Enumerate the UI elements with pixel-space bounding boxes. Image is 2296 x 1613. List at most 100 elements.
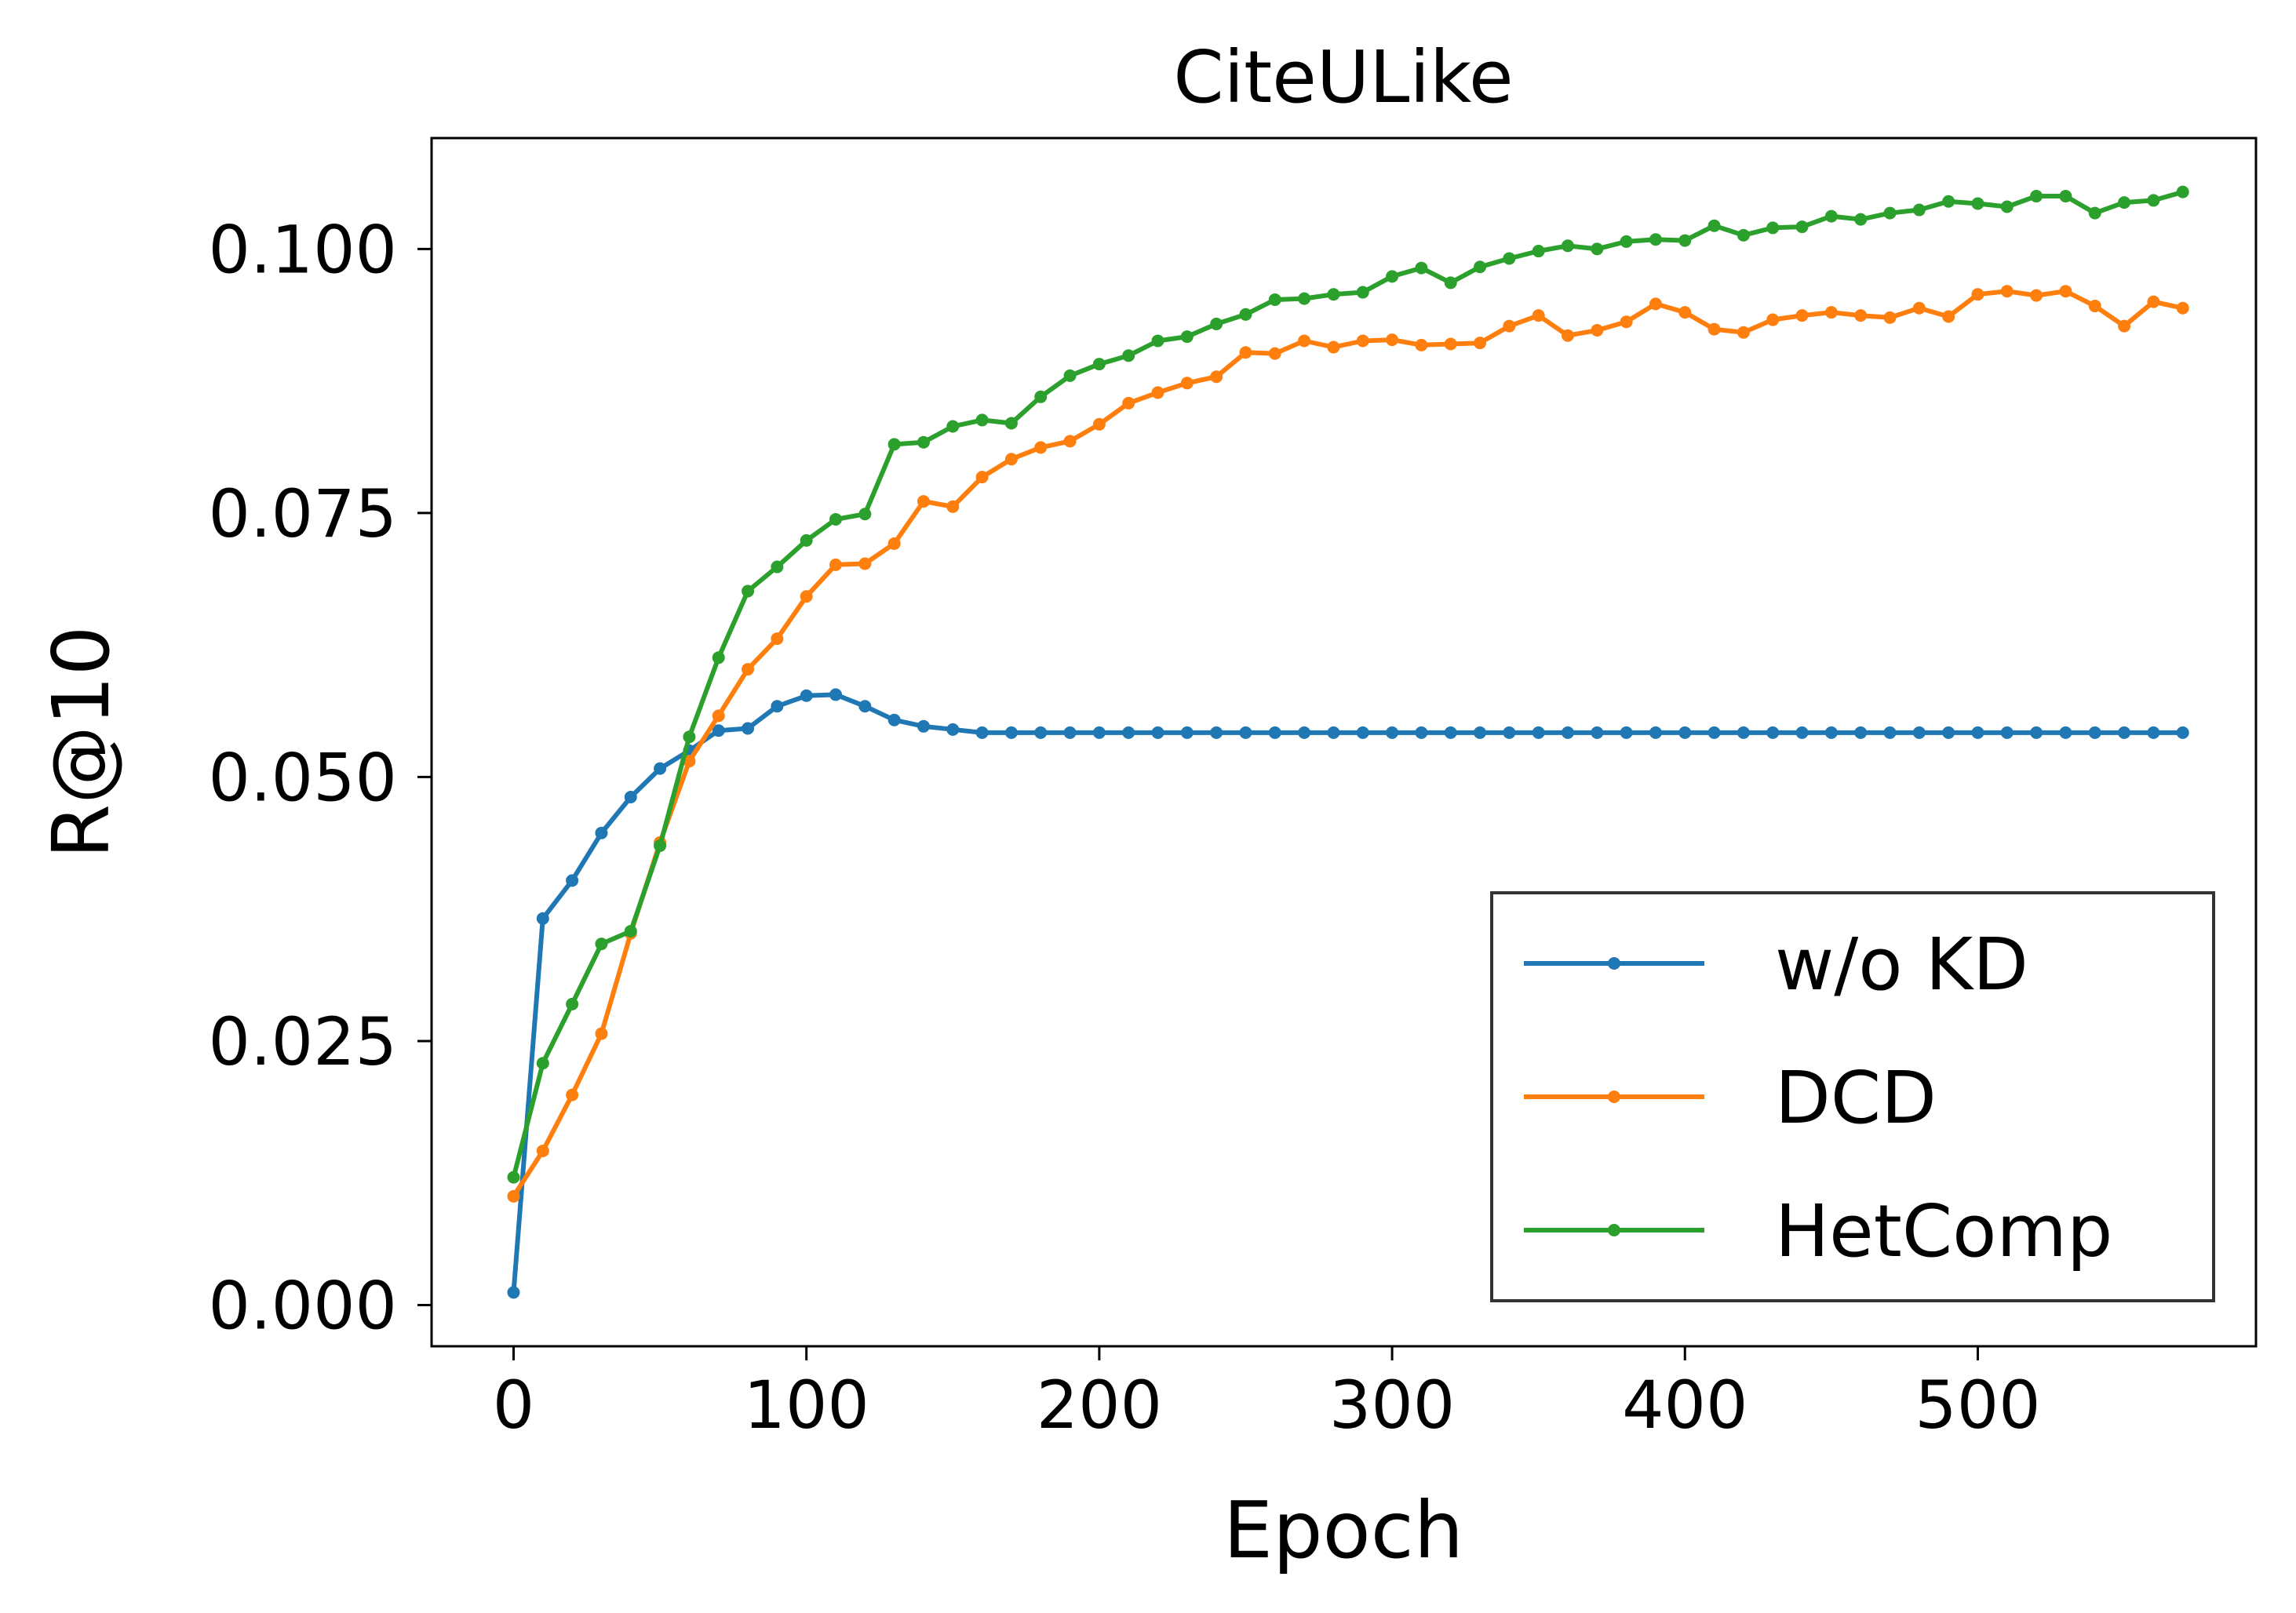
data-point-w-o-kd	[1824, 726, 1838, 739]
data-point-w-o-kd	[1649, 726, 1662, 739]
data-point-w-o-kd	[946, 723, 960, 736]
data-point-w-o-kd	[1795, 726, 1809, 739]
data-point-w-o-kd	[1532, 726, 1545, 739]
data-point-w-o-kd	[1239, 726, 1252, 739]
data-point-hetcomp	[1239, 308, 1252, 321]
data-point-w-o-kd	[507, 1286, 520, 1299]
data-point-hetcomp	[1004, 417, 1018, 430]
data-point-w-o-kd	[1386, 726, 1399, 739]
data-point-dcd	[2118, 319, 2131, 333]
data-point-dcd	[2059, 285, 2072, 298]
data-point-w-o-kd	[1591, 726, 1604, 739]
data-point-dcd	[2147, 295, 2160, 308]
data-point-w-o-kd	[2088, 726, 2101, 739]
data-point-w-o-kd	[1942, 726, 1955, 739]
data-point-w-o-kd	[2118, 726, 2131, 739]
legend: w/o KD DCD HetComp	[1490, 891, 2215, 1302]
data-point-hetcomp	[1210, 317, 1223, 330]
data-point-w-o-kd	[2000, 726, 2014, 739]
data-point-dcd	[1503, 319, 1516, 333]
data-point-hetcomp	[1034, 390, 1048, 403]
data-point-hetcomp	[1766, 221, 1780, 235]
legend-label: DCD	[1775, 1056, 1937, 1140]
series-hetcomp	[507, 185, 2189, 1184]
data-point-dcd	[2088, 300, 2101, 313]
data-point-w-o-kd	[654, 762, 667, 775]
data-point-w-o-kd	[1678, 726, 1692, 739]
data-point-dcd	[1649, 297, 1662, 311]
data-point-w-o-kd	[1912, 726, 1926, 739]
data-point-hetcomp	[1912, 203, 1926, 217]
data-point-w-o-kd	[712, 724, 725, 737]
data-point-dcd	[1415, 338, 1428, 351]
data-point-w-o-kd	[1092, 726, 1106, 739]
data-point-w-o-kd	[1151, 726, 1164, 739]
y-tick-label: 0.025	[209, 1003, 397, 1080]
data-point-hetcomp	[1327, 288, 1340, 301]
data-point-hetcomp	[1854, 213, 1868, 226]
data-point-hetcomp	[566, 997, 579, 1010]
x-tick-label: 300	[1329, 1367, 1455, 1444]
ticks-layer: 0 100 200 300 400 500 0.000 0.025 0.050 0.075 0.10…	[209, 211, 2041, 1444]
data-point-dcd	[917, 495, 930, 508]
data-point-hetcomp	[1620, 235, 1633, 248]
legend-entries: w/o KD DCD HetComp	[1524, 923, 2112, 1273]
data-point-dcd	[858, 557, 872, 570]
data-point-w-o-kd	[742, 722, 755, 735]
data-point-hetcomp	[1532, 245, 1545, 258]
series-line-w-o-kd	[511, 692, 2183, 1293]
data-point-hetcomp	[2176, 185, 2189, 198]
data-point-dcd	[1298, 334, 1311, 348]
data-point-w-o-kd	[1122, 726, 1135, 739]
data-point-dcd	[1063, 435, 1077, 448]
data-point-hetcomp	[624, 924, 637, 938]
data-point-hetcomp	[683, 730, 696, 744]
data-point-hetcomp	[1883, 206, 1897, 220]
x-tick-label: 400	[1622, 1367, 1748, 1444]
data-point-dcd	[1180, 377, 1194, 390]
data-point-hetcomp	[1415, 261, 1428, 275]
data-point-hetcomp	[1795, 220, 1809, 234]
data-point-hetcomp	[1180, 330, 1194, 344]
data-point-hetcomp	[1591, 242, 1604, 256]
data-point-hetcomp	[887, 438, 901, 451]
series-layer	[507, 185, 2189, 1299]
data-point-w-o-kd	[1034, 726, 1048, 739]
data-point-w-o-kd	[1503, 726, 1516, 739]
series-line-dcd	[511, 289, 2184, 1198]
data-point-dcd	[1942, 310, 1955, 323]
y-tick-label: 0.000	[209, 1268, 397, 1345]
data-point-dcd	[742, 663, 755, 676]
data-point-w-o-kd	[2147, 726, 2160, 739]
data-point-dcd	[566, 1088, 579, 1101]
data-point-dcd	[1210, 370, 1223, 384]
legend-swatch-marker	[1608, 1224, 1620, 1236]
data-point-hetcomp	[1678, 234, 1692, 247]
data-point-dcd	[1151, 386, 1164, 399]
data-point-hetcomp	[1824, 209, 1838, 223]
data-point-hetcomp	[2088, 206, 2101, 220]
data-point-dcd	[595, 1027, 608, 1040]
series-w-o-kd	[507, 688, 2189, 1299]
data-point-w-o-kd	[1620, 726, 1633, 739]
data-point-w-o-kd	[1561, 726, 1574, 739]
data-point-dcd	[1912, 301, 1926, 315]
data-point-dcd	[1092, 417, 1106, 431]
data-point-w-o-kd	[1474, 726, 1487, 739]
data-point-w-o-kd	[800, 689, 813, 702]
data-point-hetcomp	[1356, 286, 1369, 299]
data-point-hetcomp	[858, 508, 872, 521]
data-point-hetcomp	[507, 1171, 520, 1184]
data-point-hetcomp	[536, 1057, 549, 1070]
data-point-w-o-kd	[1883, 726, 1897, 739]
data-point-dcd	[1971, 288, 1984, 301]
data-point-dcd	[1386, 333, 1399, 347]
data-point-dcd	[1883, 311, 1897, 324]
data-point-w-o-kd	[624, 791, 637, 803]
legend-label: HetComp	[1775, 1189, 2112, 1273]
data-point-hetcomp	[1444, 276, 1457, 289]
data-point-dcd	[1034, 441, 1048, 454]
y-tick-label: 0.050	[209, 739, 397, 816]
data-point-hetcomp	[771, 560, 784, 573]
data-point-dcd	[1532, 309, 1545, 322]
